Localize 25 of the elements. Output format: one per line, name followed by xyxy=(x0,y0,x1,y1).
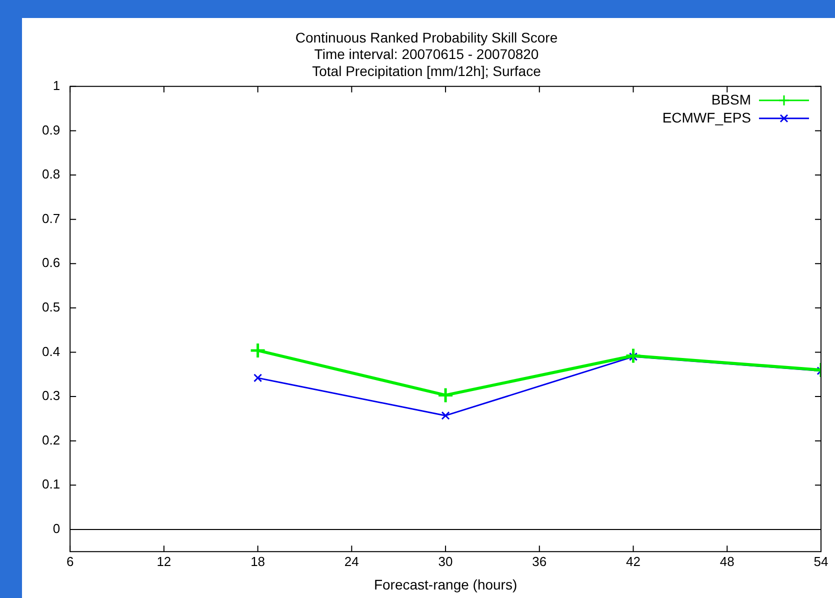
x-tick-label: 36 xyxy=(532,554,547,569)
x-tick-label: 30 xyxy=(438,554,453,569)
y-tick-label: 0.9 xyxy=(42,122,60,138)
x-tick-label: 42 xyxy=(626,554,640,569)
y-tick-label: 0.4 xyxy=(42,344,60,359)
x-tick-label: 48 xyxy=(720,554,734,569)
y-tick-label: 0.5 xyxy=(42,300,60,314)
y-tick-label: 0.6 xyxy=(42,255,60,270)
x-tick-label: 24 xyxy=(344,554,359,569)
y-tick-label: 0.3 xyxy=(42,388,60,404)
chart-subtitle: Time interval: 20070615 - 20070820 Total Precipitation [mm/12h]; Surface xyxy=(312,46,542,79)
x-tick-label: 12 xyxy=(156,554,172,569)
y-tick-label: 0.2 xyxy=(42,432,60,448)
legend-label: ECMWF_EPS xyxy=(662,109,751,126)
x-tick-label: 6 xyxy=(66,554,74,569)
x-tick-label: 18 xyxy=(250,554,266,569)
y-tick-label: 0.7 xyxy=(42,210,60,226)
y-tick-label: 0 xyxy=(52,521,60,536)
y-tick-label: 0.8 xyxy=(42,166,60,182)
x-tick-label: 54 xyxy=(814,554,828,569)
x-axis-title: Forecast-range (hours) xyxy=(374,576,518,592)
y-tick-label: 1 xyxy=(52,78,60,93)
y-tick-label: 0.1 xyxy=(42,476,60,492)
chart-title: Continuous Ranked Probability Skill Score xyxy=(295,29,558,46)
legend-label: BBSM xyxy=(711,91,751,108)
